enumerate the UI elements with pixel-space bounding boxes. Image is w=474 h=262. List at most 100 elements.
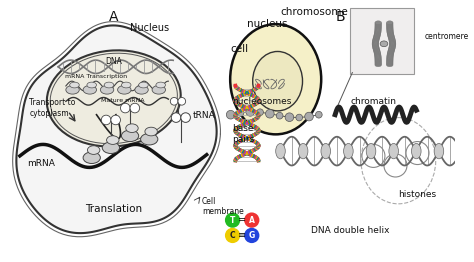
Circle shape [178,97,186,105]
Ellipse shape [386,25,393,29]
Ellipse shape [386,62,393,66]
Text: centromere: centromere [424,32,468,41]
Ellipse shape [374,50,381,54]
Ellipse shape [372,42,379,46]
Ellipse shape [389,40,396,44]
Ellipse shape [152,85,165,94]
Circle shape [227,110,235,119]
Ellipse shape [386,58,393,61]
Ellipse shape [373,48,380,52]
Text: chromosome: chromosome [280,7,348,17]
Circle shape [111,115,120,125]
Ellipse shape [298,144,308,159]
Ellipse shape [230,24,321,134]
Ellipse shape [387,29,393,33]
Ellipse shape [47,50,181,146]
Ellipse shape [276,144,285,159]
Circle shape [316,111,322,118]
Ellipse shape [141,133,158,145]
Ellipse shape [389,37,395,41]
Text: base
pairs: base pairs [233,124,255,144]
Text: G: G [249,231,255,240]
Text: chromatin: chromatin [350,97,396,106]
Text: Translation: Translation [85,204,142,214]
Ellipse shape [389,43,396,47]
Circle shape [257,109,264,116]
Ellipse shape [375,27,382,31]
Ellipse shape [374,32,381,35]
Circle shape [225,228,240,243]
Text: T: T [230,216,235,225]
Ellipse shape [83,85,97,94]
Circle shape [265,110,274,118]
Ellipse shape [126,124,138,133]
Ellipse shape [411,144,421,159]
Ellipse shape [389,39,396,43]
Circle shape [276,112,283,119]
Ellipse shape [372,41,379,45]
Ellipse shape [380,41,388,47]
Text: mRNA Transcription: mRNA Transcription [65,74,128,79]
Ellipse shape [102,142,119,154]
Ellipse shape [374,34,381,38]
Circle shape [244,212,259,228]
Ellipse shape [83,152,100,163]
Ellipse shape [375,61,382,65]
Ellipse shape [70,82,79,88]
Ellipse shape [373,38,379,42]
Circle shape [296,114,302,121]
Ellipse shape [386,21,393,25]
Text: Mature mRNA: Mature mRNA [101,99,145,103]
Polygon shape [17,25,217,233]
Circle shape [101,115,111,125]
Text: A: A [109,10,118,24]
Ellipse shape [373,46,379,50]
Ellipse shape [387,51,394,55]
Ellipse shape [388,36,395,40]
Text: nucleosomes: nucleosomes [233,97,292,106]
Ellipse shape [107,136,119,144]
Ellipse shape [387,31,393,34]
Text: A: A [249,216,255,225]
Ellipse shape [389,45,396,48]
Ellipse shape [374,35,380,39]
Ellipse shape [344,144,353,159]
Ellipse shape [389,144,399,159]
Ellipse shape [374,29,381,33]
Ellipse shape [374,51,381,55]
Ellipse shape [387,54,393,58]
Ellipse shape [386,27,393,31]
Ellipse shape [387,55,393,59]
Ellipse shape [387,28,393,32]
Ellipse shape [375,57,382,60]
Ellipse shape [104,82,114,88]
Ellipse shape [386,60,393,64]
Ellipse shape [375,24,382,28]
Text: Nucleus: Nucleus [130,23,169,33]
Ellipse shape [145,127,157,136]
Ellipse shape [156,82,165,88]
Ellipse shape [100,85,114,94]
Ellipse shape [366,144,376,159]
Ellipse shape [389,42,396,46]
Text: B: B [336,10,346,24]
Text: C: C [230,231,236,240]
Ellipse shape [372,40,379,44]
Ellipse shape [372,43,379,47]
Ellipse shape [375,22,382,26]
Circle shape [244,228,259,243]
Text: Cell
membrane: Cell membrane [202,197,244,216]
Ellipse shape [389,41,396,45]
Text: =: = [238,215,246,225]
Ellipse shape [389,46,395,50]
Text: DNA double helix: DNA double helix [311,226,390,236]
Ellipse shape [373,37,380,41]
Ellipse shape [388,48,395,52]
Ellipse shape [375,59,382,62]
Ellipse shape [386,24,393,28]
Circle shape [237,110,244,116]
Ellipse shape [389,38,395,42]
Ellipse shape [374,33,381,36]
Ellipse shape [375,63,382,67]
Ellipse shape [374,52,381,56]
